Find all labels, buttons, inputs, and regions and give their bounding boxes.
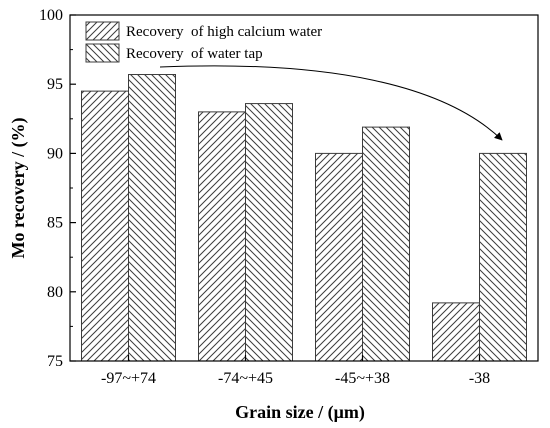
bar-water-tap-4 [479,152,527,362]
legend-label-water-tap: Recovery of water tap [126,46,263,62]
legend: Recovery of high calcium water Recovery … [85,21,322,63]
legend-label-high-calcium: Recovery of high calcium water [126,24,322,40]
y-axis: 75 80 85 90 95 100 [39,7,76,370]
bars-layer [81,74,527,362]
y-axis-title: Mo recovery / (%) [8,117,29,258]
bar-high-calcium-2 [198,111,246,362]
trend-arrow [159,65,503,141]
y-tick-label: 90 [47,145,63,162]
bar-water-tap-2 [245,103,293,362]
x-tick-label: -45~+38 [335,370,390,387]
legend-swatch-water-tap [85,43,120,63]
y-tick-label: 85 [47,215,63,232]
y-tick-label: 75 [47,353,63,370]
y-tick-label: 95 [47,76,63,93]
x-tick-label: -38 [469,370,490,387]
y-tick-label: 80 [47,284,63,301]
y-tick-label: 100 [39,7,63,24]
x-tick-label: -74~+45 [218,370,273,387]
bar-high-calcium-3 [315,152,363,362]
bar-high-calcium-1 [81,90,129,362]
x-axis: -97~+74 -74~+45 -45~+38 -38 [101,355,490,387]
bar-water-tap-3 [362,126,410,362]
x-axis-title: Grain size / (μm) [235,402,365,423]
x-tick-label: -97~+74 [101,370,156,387]
bar-high-calcium-4 [432,302,480,362]
bar-water-tap-1 [128,74,176,362]
legend-swatch-high-calcium [85,21,120,41]
plot-frame [69,14,539,362]
